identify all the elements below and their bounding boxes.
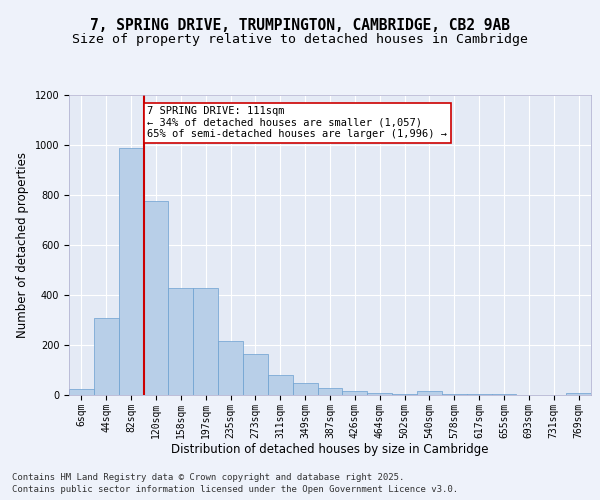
Y-axis label: Number of detached properties: Number of detached properties: [16, 152, 29, 338]
Bar: [417, 391, 442, 395]
Bar: [293, 382, 317, 395]
Bar: [317, 388, 343, 395]
Text: Contains HM Land Registry data © Crown copyright and database right 2025.: Contains HM Land Registry data © Crown c…: [12, 472, 404, 482]
Bar: [94, 318, 119, 395]
Bar: [392, 394, 417, 395]
Bar: [119, 148, 143, 395]
Bar: [367, 392, 392, 395]
X-axis label: Distribution of detached houses by size in Cambridge: Distribution of detached houses by size …: [171, 444, 489, 456]
Bar: [566, 392, 591, 395]
Bar: [169, 288, 193, 395]
Bar: [193, 288, 218, 395]
Text: Size of property relative to detached houses in Cambridge: Size of property relative to detached ho…: [72, 32, 528, 46]
Text: Contains public sector information licensed under the Open Government Licence v3: Contains public sector information licen…: [12, 485, 458, 494]
Bar: [69, 389, 94, 395]
Bar: [442, 394, 467, 395]
Bar: [268, 375, 293, 395]
Bar: [467, 394, 491, 395]
Bar: [143, 201, 169, 395]
Text: 7 SPRING DRIVE: 111sqm
← 34% of detached houses are smaller (1,057)
65% of semi-: 7 SPRING DRIVE: 111sqm ← 34% of detached…: [148, 106, 448, 140]
Bar: [343, 391, 367, 395]
Bar: [218, 341, 243, 395]
Bar: [491, 394, 517, 395]
Bar: [243, 354, 268, 395]
Text: 7, SPRING DRIVE, TRUMPINGTON, CAMBRIDGE, CB2 9AB: 7, SPRING DRIVE, TRUMPINGTON, CAMBRIDGE,…: [90, 18, 510, 32]
